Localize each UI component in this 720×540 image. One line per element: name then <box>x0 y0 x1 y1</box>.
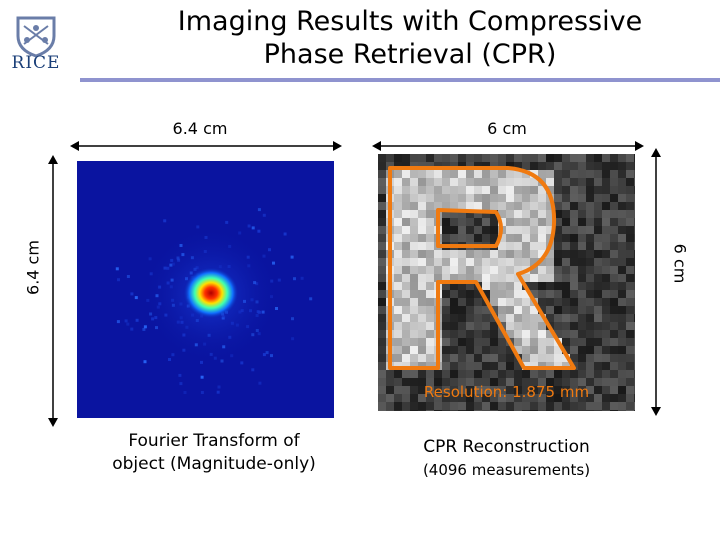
cpr-reconstruction-image <box>378 154 635 411</box>
left-caption-line-2: object (Magnitude-only) <box>112 454 316 474</box>
left-caption-line-1: Fourier Transform of <box>128 431 300 451</box>
right-height-arrow <box>651 148 661 416</box>
left-height-arrow <box>48 155 58 427</box>
left-caption: Fourier Transform of object (Magnitude-o… <box>82 430 346 476</box>
logo-text: RICE <box>11 53 61 73</box>
right-caption: CPR Reconstruction (4096 measurements) <box>378 436 635 482</box>
rice-logo <box>10 14 62 76</box>
letter-r-outline <box>388 166 576 370</box>
left-width-label: 6.4 cm <box>172 119 228 138</box>
resolution-label: Resolution: 1.875 mm <box>423 383 590 401</box>
title-divider <box>80 78 720 82</box>
right-width-label: 6 cm <box>487 119 527 138</box>
rice-shield-icon <box>16 16 56 58</box>
title-line-1: Imaging Results with Compressive <box>177 6 643 37</box>
right-caption-line-1: CPR Reconstruction <box>423 437 590 457</box>
left-width-arrow <box>70 141 342 151</box>
fourier-transform-image <box>77 161 334 418</box>
left-height-label: 6.4 cm <box>23 240 43 295</box>
right-width-arrow <box>372 141 644 151</box>
title-line-2: Phase Retrieval (CPR) <box>263 39 557 70</box>
right-height-label: 6 cm <box>670 243 690 284</box>
right-caption-line-2: (4096 measurements) <box>422 461 591 479</box>
page-title: Imaging Results with Compressive Phase R… <box>140 5 680 71</box>
